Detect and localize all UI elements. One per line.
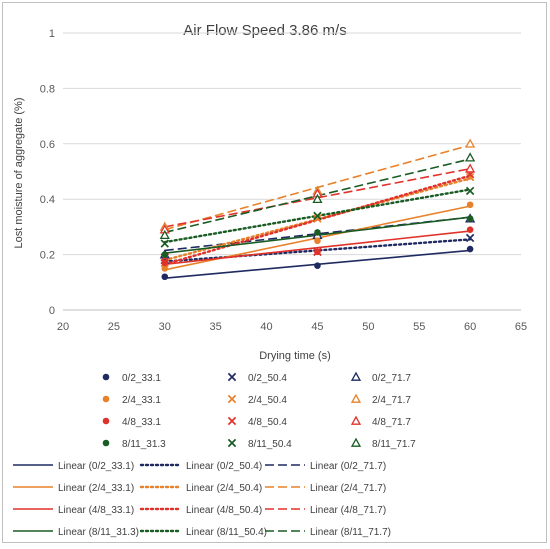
- legend-trendline-label: Linear (4/8_33.1): [58, 505, 134, 516]
- legend-marker: [227, 416, 237, 426]
- legend-marker: [227, 372, 237, 382]
- data-point: [466, 215, 474, 222]
- legend-label: 8/11_31.3: [122, 439, 166, 450]
- axis-layer: 0 0.2 0.4 0.6 0.8 1 20 25 30 35 40 45 50 55 60 65: [40, 28, 527, 333]
- data-point: [314, 262, 321, 269]
- legend-marker: [102, 417, 110, 425]
- data-point: [159, 229, 170, 240]
- legend-trendline-label: Linear (4/8_71.7): [310, 505, 386, 516]
- legend-trendline-label: Linear (8/11_50.4): [186, 527, 267, 538]
- y-tick-label: 0: [49, 305, 55, 317]
- data-point: [314, 229, 321, 236]
- x-tick-label: 50: [362, 321, 374, 333]
- chart-title: Air Flow Speed 3.86 m/s: [183, 22, 346, 39]
- data-point: [465, 138, 476, 148]
- x-tick-label: 55: [413, 321, 425, 333]
- data-point: [465, 172, 475, 182]
- data-point-layer: [159, 138, 476, 281]
- legend-marker: [227, 438, 237, 448]
- x-tick-label: 35: [210, 321, 222, 333]
- legend-trendline-label: Linear (8/11_31.3): [58, 527, 139, 538]
- legend-marker: [227, 394, 237, 404]
- data-point: [465, 152, 476, 162]
- legend-trendline-label: Linear (0/2_71.7): [310, 461, 386, 472]
- legend-trendline-label: Linear (0/2_33.1): [58, 461, 134, 472]
- legend-label: 2/4_71.7: [372, 395, 411, 406]
- legend-marker: [350, 437, 362, 447]
- legend-label: 8/11_50.4: [248, 439, 292, 450]
- data-point: [466, 201, 474, 209]
- data-point: [161, 273, 169, 281]
- chart-svg: Air Flow Speed 3.86 m/s Lost moisture of…: [13, 22, 527, 538]
- x-tick-label: 30: [159, 321, 171, 333]
- legend-label: 8/11_71.7: [372, 439, 416, 450]
- legend-trendline-label: Linear (8/11_71.7): [310, 527, 391, 538]
- data-point: [160, 239, 169, 248]
- legend-marker: [102, 373, 110, 381]
- x-tick-label: 25: [108, 321, 120, 333]
- x-axis-label: Drying time (s): [259, 350, 331, 362]
- legend-trendline-label: Linear (0/2_50.4): [186, 461, 262, 472]
- data-point: [466, 245, 474, 253]
- data-point: [314, 237, 321, 245]
- legend-trendline-label: Linear (2/4_50.4): [186, 483, 262, 494]
- legend-label: 0/2_71.7: [372, 373, 411, 384]
- legend-marker: [102, 395, 110, 403]
- x-tick-label: 65: [515, 321, 527, 333]
- data-point: [161, 251, 169, 258]
- legend-label: 2/4_33.1: [122, 395, 161, 406]
- y-tick-label: 0.2: [40, 250, 55, 262]
- data-point: [313, 247, 322, 257]
- legend-trendline-label: Linear (4/8_50.4): [186, 505, 262, 516]
- data-point: [465, 186, 475, 196]
- legend-label: 0/2_50.4: [248, 373, 287, 384]
- legend-label: 2/4_50.4: [248, 395, 287, 406]
- data-point: [312, 193, 323, 204]
- x-tick-label: 20: [57, 321, 69, 333]
- y-tick-label: 1: [49, 28, 55, 40]
- y-tick-label: 0.6: [40, 139, 55, 151]
- legend-marker: [350, 371, 362, 381]
- trendline-layer: [163, 144, 472, 279]
- data-point: [161, 259, 169, 267]
- data-point: [313, 214, 322, 223]
- trendline: [164, 230, 471, 266]
- y-axis-label: Lost moisture of aggregate (%): [13, 97, 25, 248]
- x-tick-label: 40: [260, 321, 272, 333]
- data-point: [466, 226, 474, 233]
- legend-marker: [102, 439, 110, 447]
- legend-label: 4/8_71.7: [372, 417, 411, 428]
- trendline: [163, 174, 472, 266]
- legend-label: 4/8_33.1: [122, 417, 161, 428]
- grid-layer: [63, 32, 521, 311]
- legend-label: 4/8_50.4: [248, 417, 287, 428]
- data-point: [465, 163, 476, 173]
- chart-frame: Air Flow Speed 3.86 m/s Lost moisture of…: [2, 2, 547, 543]
- legend: 0/2_33.1 0/2_50.4 0/2_71.7 2/4_33.1 2/4_50.4…: [13, 371, 416, 538]
- data-point: [161, 265, 169, 272]
- legend-trendline-label: Linear (2/4_71.7): [310, 483, 386, 494]
- x-tick-label: 60: [464, 321, 476, 333]
- y-tick-label: 0.4: [40, 194, 55, 206]
- data-point: [465, 233, 475, 243]
- legend-marker: [350, 415, 362, 425]
- data-point: [313, 211, 322, 221]
- legend-label: 0/2_33.1: [122, 373, 161, 384]
- y-tick-label: 0.8: [40, 83, 55, 95]
- legend-trendline-label: Linear (2/4_33.1): [58, 483, 134, 494]
- x-tick-label: 45: [311, 321, 323, 333]
- legend-marker: [350, 393, 362, 403]
